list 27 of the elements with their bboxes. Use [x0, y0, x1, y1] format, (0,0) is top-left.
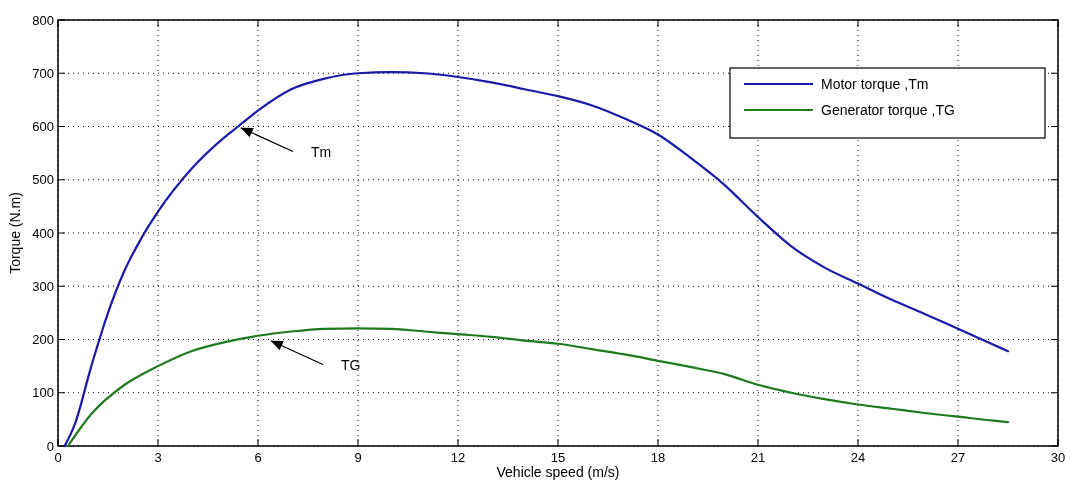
y-tick-label: 800: [32, 12, 54, 28]
x-tick-label: 18: [650, 450, 666, 465]
y-tick-label: 400: [32, 225, 54, 241]
y-tick-label: 200: [32, 332, 54, 347]
y-tick-label: 600: [32, 119, 54, 134]
legend-label: Generator torque ,TG: [821, 102, 955, 118]
x-axis-title: Vehicle speed (m/s): [496, 464, 620, 480]
x-tick-label: 30: [1050, 450, 1066, 465]
annotation: TG: [341, 356, 361, 373]
legend-label: Motor torque ,Tm: [821, 76, 929, 92]
y-tick-label: 500: [32, 172, 54, 188]
line-series: [66, 327, 1010, 448]
x-tick-label: 27: [950, 450, 966, 465]
x-tick-label: 15: [550, 450, 566, 465]
y-tick-label: 0: [46, 438, 54, 454]
x-tick-label: 3: [154, 450, 162, 465]
y-tick-label: 100: [32, 385, 54, 401]
x-tick-label: 9: [354, 450, 362, 465]
y-axis-title: Torque (N.m): [7, 192, 23, 274]
x-tick-label: 12: [450, 450, 466, 465]
annotation: Tm: [311, 143, 332, 160]
line-series: [63, 71, 1010, 448]
y-tick-label: 700: [32, 65, 54, 81]
x-tick-label: 6: [254, 450, 262, 465]
y-tick-label: 300: [32, 278, 54, 294]
x-tick-label: 24: [850, 450, 866, 465]
x-tick-label: 21: [750, 450, 766, 465]
